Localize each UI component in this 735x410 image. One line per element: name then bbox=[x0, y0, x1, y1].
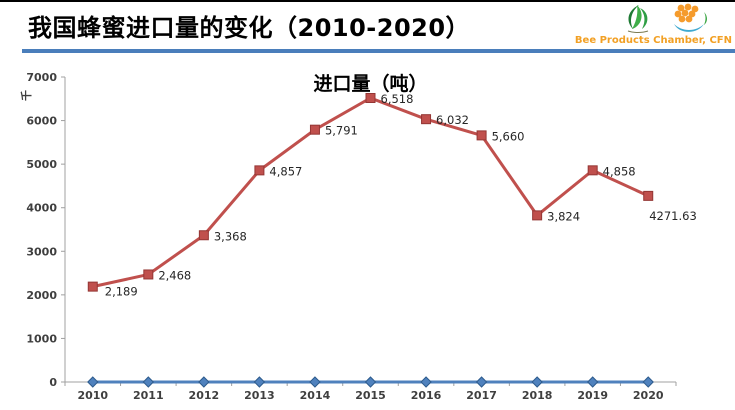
svg-text:5,660: 5,660 bbox=[492, 129, 525, 143]
svg-text:4,858: 4,858 bbox=[603, 164, 636, 178]
svg-text:4,857: 4,857 bbox=[269, 164, 302, 178]
svg-text:1000: 1000 bbox=[26, 332, 57, 345]
svg-text:2014: 2014 bbox=[300, 389, 331, 402]
svg-text:2000: 2000 bbox=[26, 289, 57, 302]
svg-text:4271.63: 4271.63 bbox=[649, 209, 697, 223]
svg-text:6,032: 6,032 bbox=[436, 113, 469, 127]
svg-text:0: 0 bbox=[49, 376, 57, 389]
svg-text:4000: 4000 bbox=[26, 202, 57, 215]
svg-text:2011: 2011 bbox=[133, 389, 164, 402]
svg-text:2020: 2020 bbox=[633, 389, 664, 402]
svg-text:千: 千 bbox=[19, 90, 33, 101]
svg-text:5000: 5000 bbox=[26, 158, 57, 171]
honeycomb-bee-logo-icon bbox=[674, 3, 707, 32]
page-title: 我国蜂蜜进口量的变化（2010-2020） bbox=[28, 14, 471, 42]
series-imports: 2,189 2,468 3,368 4,857 5,791 6,518 6,032 5,660… bbox=[87, 92, 697, 299]
svg-text:3000: 3000 bbox=[26, 245, 57, 258]
svg-text:3,368: 3,368 bbox=[214, 229, 247, 243]
svg-text:6000: 6000 bbox=[26, 115, 57, 128]
svg-text:2015: 2015 bbox=[355, 389, 386, 402]
svg-text:2012: 2012 bbox=[189, 389, 220, 402]
svg-text:2018: 2018 bbox=[522, 389, 553, 402]
svg-text:7000: 7000 bbox=[26, 71, 57, 84]
y-axis: 0 1000 2000 3000 4000 5000 6000 7000 千 bbox=[19, 71, 66, 389]
series-baseline bbox=[87, 376, 654, 388]
svg-text:3,824: 3,824 bbox=[547, 209, 580, 223]
svg-text:2010: 2010 bbox=[77, 389, 108, 402]
svg-text:2013: 2013 bbox=[244, 389, 275, 402]
svg-text:进口量（吨）: 进口量（吨） bbox=[313, 72, 427, 95]
svg-text:2019: 2019 bbox=[577, 389, 608, 402]
logo-caption: Bee Products Chamber, CFN bbox=[574, 35, 732, 46]
svg-text:2016: 2016 bbox=[411, 389, 442, 402]
header-divider bbox=[22, 49, 735, 53]
svg-text:2,189: 2,189 bbox=[105, 285, 138, 299]
svg-text:2,468: 2,468 bbox=[158, 268, 191, 282]
green-leaf-swirl-logo-icon bbox=[627, 5, 649, 33]
svg-text:2017: 2017 bbox=[466, 389, 497, 402]
svg-text:5,791: 5,791 bbox=[325, 124, 358, 138]
svg-text:6,518: 6,518 bbox=[381, 92, 414, 106]
chart-title: 进口量（吨） bbox=[313, 72, 427, 95]
